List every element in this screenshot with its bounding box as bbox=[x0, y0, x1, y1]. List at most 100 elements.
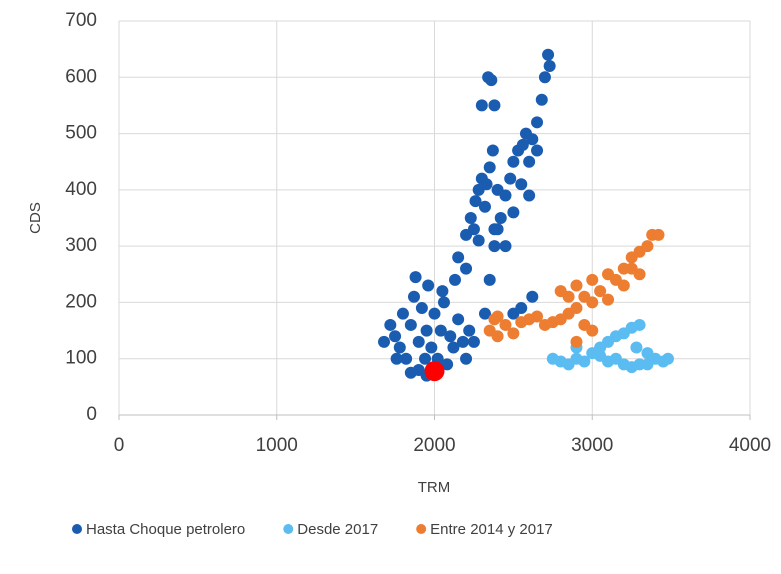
point bbox=[407, 290, 420, 303]
point bbox=[507, 327, 520, 340]
point bbox=[441, 358, 454, 371]
point bbox=[472, 234, 485, 247]
point bbox=[384, 318, 397, 331]
point bbox=[389, 330, 402, 343]
point bbox=[617, 279, 630, 292]
point bbox=[469, 195, 482, 208]
point bbox=[499, 189, 512, 202]
point bbox=[412, 335, 425, 348]
x-tick-label: 2000 bbox=[413, 435, 455, 456]
point bbox=[475, 99, 488, 112]
legend-marker bbox=[283, 524, 294, 534]
point bbox=[630, 341, 643, 354]
point bbox=[661, 352, 674, 365]
point bbox=[478, 307, 491, 320]
legend-label: Desde 2017 bbox=[297, 521, 378, 538]
point bbox=[531, 116, 544, 129]
point bbox=[428, 307, 441, 320]
point bbox=[586, 296, 599, 309]
point bbox=[578, 355, 591, 368]
point bbox=[499, 240, 512, 253]
legend-marker bbox=[72, 524, 82, 534]
point bbox=[625, 262, 638, 275]
point bbox=[531, 144, 544, 157]
legend-marker bbox=[416, 524, 427, 534]
y-tick-label: 600 bbox=[65, 66, 97, 87]
y-tick-label: 200 bbox=[65, 291, 97, 312]
point bbox=[491, 223, 504, 236]
point bbox=[485, 74, 498, 87]
point bbox=[400, 352, 413, 365]
point bbox=[460, 352, 473, 365]
point bbox=[515, 302, 528, 315]
point bbox=[526, 133, 539, 146]
point bbox=[456, 335, 469, 348]
point bbox=[393, 341, 406, 354]
point bbox=[378, 335, 391, 348]
point bbox=[507, 155, 520, 168]
point bbox=[480, 178, 493, 191]
point bbox=[526, 290, 539, 303]
point bbox=[460, 262, 473, 275]
point bbox=[507, 206, 520, 219]
legend-label: Entre 2014 y 2017 bbox=[430, 521, 553, 538]
point bbox=[486, 144, 499, 157]
point bbox=[515, 178, 528, 191]
point bbox=[523, 189, 536, 202]
point bbox=[641, 240, 654, 253]
point bbox=[491, 330, 504, 343]
x-tick-label: 3000 bbox=[571, 435, 613, 456]
point bbox=[586, 324, 599, 337]
point bbox=[467, 335, 480, 348]
point bbox=[390, 352, 403, 365]
point bbox=[419, 352, 432, 365]
point bbox=[570, 335, 583, 348]
y-tick-label: 500 bbox=[65, 123, 97, 144]
legend-label: Hasta Choque petrolero bbox=[86, 521, 245, 538]
point bbox=[467, 223, 480, 236]
point bbox=[538, 71, 551, 84]
point bbox=[499, 318, 512, 331]
point bbox=[434, 324, 447, 337]
point bbox=[543, 60, 556, 73]
y-tick-label: 300 bbox=[65, 235, 97, 256]
x-tick-label: 1000 bbox=[256, 435, 298, 456]
point bbox=[652, 228, 665, 241]
point bbox=[483, 273, 496, 286]
point bbox=[437, 296, 450, 309]
point bbox=[535, 93, 548, 106]
x-tick-label: 0 bbox=[114, 435, 125, 456]
point bbox=[463, 324, 476, 337]
point bbox=[483, 161, 496, 174]
point bbox=[523, 155, 536, 168]
point bbox=[404, 366, 417, 379]
y-tick-label: 0 bbox=[86, 404, 97, 425]
point bbox=[594, 285, 607, 298]
point bbox=[425, 341, 438, 354]
point bbox=[488, 240, 501, 253]
point bbox=[633, 318, 646, 331]
point bbox=[422, 279, 435, 292]
point bbox=[478, 200, 491, 213]
point bbox=[452, 313, 465, 326]
point bbox=[570, 279, 583, 292]
point bbox=[396, 307, 409, 320]
point bbox=[641, 358, 654, 371]
y-tick-label: 700 bbox=[65, 10, 97, 31]
point bbox=[447, 341, 460, 354]
y-axis-label: CDS bbox=[27, 202, 44, 234]
point bbox=[602, 293, 615, 306]
point bbox=[542, 48, 555, 61]
point bbox=[594, 349, 607, 362]
point bbox=[452, 251, 465, 264]
point bbox=[436, 285, 449, 298]
point bbox=[404, 318, 417, 331]
point bbox=[420, 324, 433, 337]
point bbox=[409, 271, 422, 284]
point bbox=[504, 172, 517, 185]
point bbox=[444, 330, 457, 343]
point bbox=[449, 273, 462, 286]
y-tick-label: 100 bbox=[65, 348, 97, 369]
point bbox=[562, 290, 575, 303]
y-tick-label: 400 bbox=[65, 179, 97, 200]
